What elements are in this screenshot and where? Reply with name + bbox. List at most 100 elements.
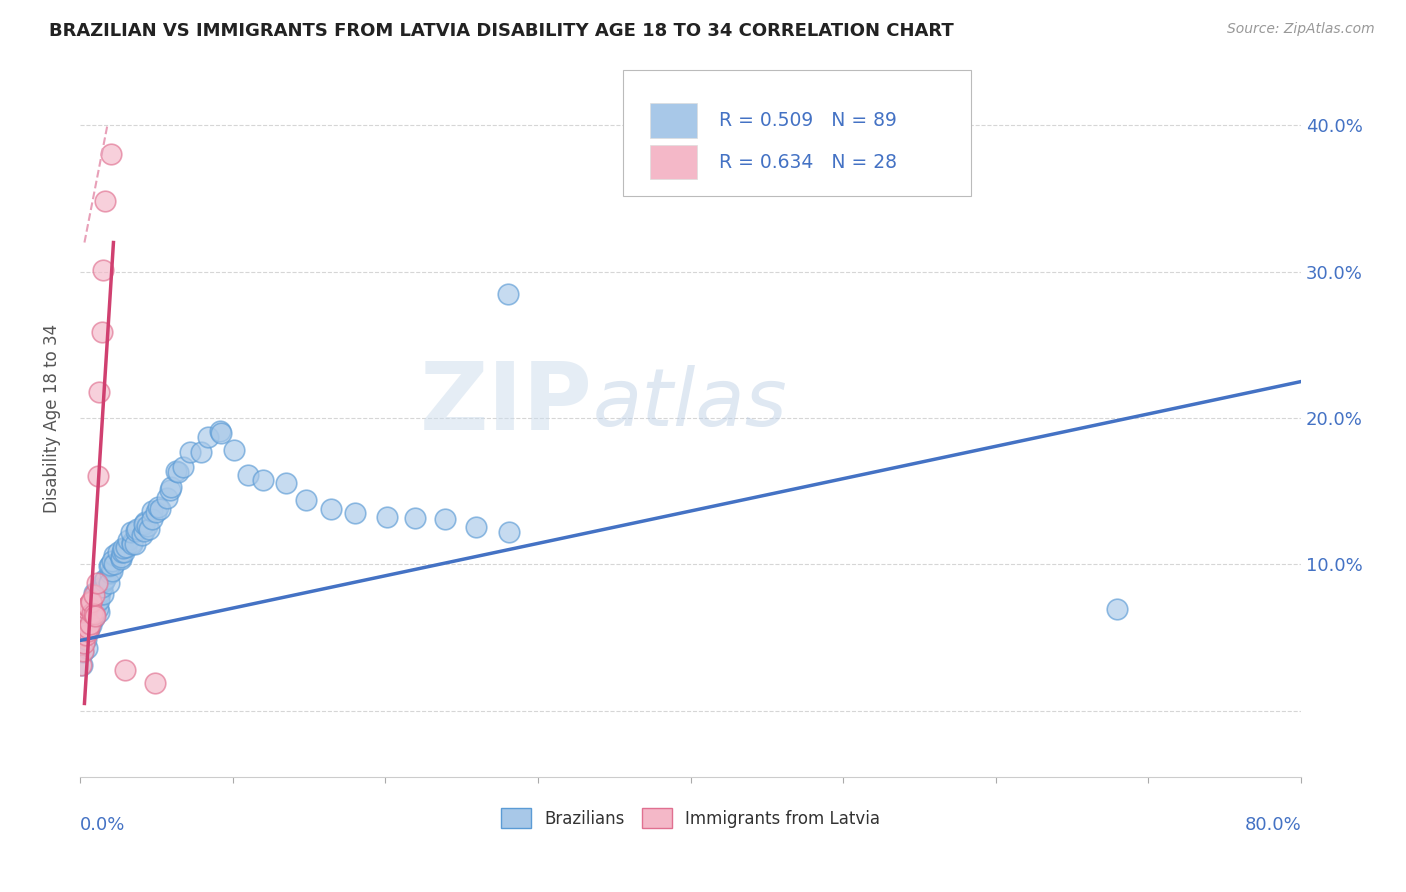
- Point: [76, 640, 98, 655]
- Point: [80, 617, 103, 632]
- Point: [98, 566, 121, 580]
- Point: [121, 534, 143, 549]
- Point: [72, 629, 94, 643]
- Point: [75, 632, 97, 647]
- Point: [145, 505, 167, 519]
- Point: [77, 601, 100, 615]
- Point: [82, 597, 104, 611]
- Text: 0.0%: 0.0%: [80, 816, 125, 834]
- Text: BRAZILIAN VS IMMIGRANTS FROM LATVIA DISABILITY AGE 18 TO 34 CORRELATION CHART: BRAZILIAN VS IMMIGRANTS FROM LATVIA DISA…: [49, 22, 953, 40]
- Point: [93, 574, 115, 589]
- Point: [114, 663, 136, 677]
- Point: [165, 464, 187, 478]
- Point: [252, 474, 274, 488]
- Point: [222, 443, 245, 458]
- Point: [83, 586, 105, 600]
- Point: [72, 645, 94, 659]
- Point: [155, 491, 177, 505]
- Point: [103, 557, 125, 571]
- Point: [134, 517, 156, 532]
- Legend: Brazilians, Immigrants from Latvia: Brazilians, Immigrants from Latvia: [495, 802, 887, 834]
- Point: [93, 587, 115, 601]
- Point: [77, 615, 100, 629]
- Point: [94, 194, 117, 208]
- Point: [377, 509, 399, 524]
- Point: [134, 516, 156, 530]
- Point: [138, 522, 160, 536]
- Point: [101, 554, 124, 568]
- Point: [149, 502, 172, 516]
- Point: [86, 598, 108, 612]
- Point: [100, 564, 122, 578]
- Point: [124, 536, 146, 550]
- Text: R = 0.634   N = 28: R = 0.634 N = 28: [718, 153, 897, 171]
- Point: [87, 588, 110, 602]
- Point: [209, 426, 232, 441]
- Point: [76, 603, 98, 617]
- Point: [77, 624, 100, 639]
- Point: [434, 512, 457, 526]
- Point: [125, 524, 148, 539]
- Point: [112, 544, 135, 558]
- Point: [465, 519, 488, 533]
- Point: [125, 523, 148, 537]
- Point: [77, 621, 100, 635]
- Point: [72, 636, 94, 650]
- Text: Source: ZipAtlas.com: Source: ZipAtlas.com: [1227, 22, 1375, 37]
- Point: [72, 605, 94, 619]
- Point: [159, 483, 181, 497]
- Point: [87, 469, 110, 483]
- Point: [117, 533, 139, 547]
- Point: [111, 545, 134, 559]
- Point: [73, 619, 96, 633]
- Text: 80.0%: 80.0%: [1244, 816, 1301, 834]
- Point: [91, 262, 114, 277]
- Point: [87, 605, 110, 619]
- Point: [90, 326, 112, 340]
- Point: [190, 444, 212, 458]
- Point: [167, 465, 190, 479]
- Point: [120, 524, 142, 539]
- Point: [86, 576, 108, 591]
- Point: [107, 545, 129, 559]
- Text: atlas: atlas: [593, 365, 787, 442]
- Point: [89, 584, 111, 599]
- Point: [80, 594, 103, 608]
- Point: [76, 602, 98, 616]
- Point: [103, 548, 125, 562]
- Point: [87, 384, 110, 399]
- Point: [84, 586, 107, 600]
- Point: [87, 601, 110, 615]
- Point: [172, 460, 194, 475]
- Point: [179, 445, 201, 459]
- Point: [110, 549, 132, 564]
- Point: [98, 558, 121, 572]
- Point: [82, 607, 104, 621]
- Point: [77, 615, 100, 629]
- Point: [83, 607, 105, 621]
- Point: [94, 572, 117, 586]
- Point: [135, 519, 157, 533]
- Text: ZIP: ZIP: [420, 358, 593, 450]
- Point: [236, 467, 259, 482]
- Point: [1107, 602, 1129, 616]
- Point: [76, 624, 98, 639]
- Point: [89, 592, 111, 607]
- Point: [79, 617, 101, 632]
- Y-axis label: Disability Age 18 to 34: Disability Age 18 to 34: [44, 324, 60, 513]
- Point: [83, 611, 105, 625]
- Point: [498, 524, 520, 539]
- Point: [70, 657, 93, 672]
- FancyBboxPatch shape: [623, 70, 972, 196]
- Point: [141, 512, 163, 526]
- Point: [72, 644, 94, 658]
- Point: [70, 658, 93, 673]
- Point: [146, 500, 169, 515]
- Point: [197, 429, 219, 443]
- Point: [80, 605, 103, 619]
- Point: [131, 528, 153, 542]
- Point: [344, 506, 367, 520]
- Point: [141, 504, 163, 518]
- Point: [75, 628, 97, 642]
- Point: [73, 617, 96, 632]
